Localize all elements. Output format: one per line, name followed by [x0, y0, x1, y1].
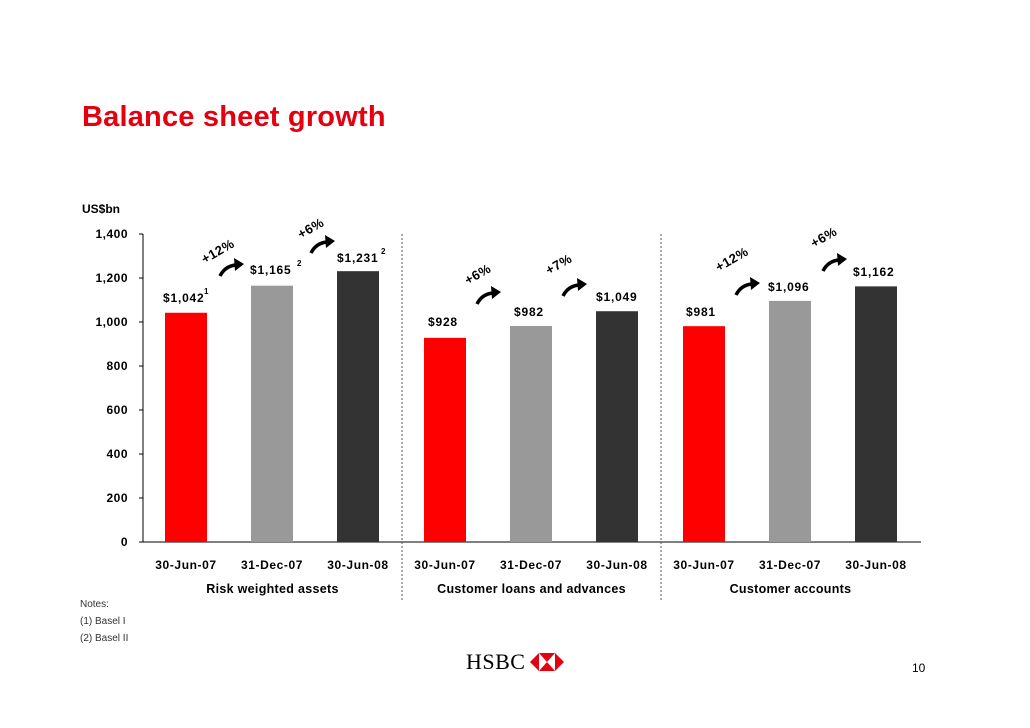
group-label: Customer loans and advances — [437, 582, 626, 596]
group-label: Risk weighted assets — [206, 582, 338, 596]
data-label: $981 — [686, 305, 716, 319]
x-tick-label: 31-Dec-07 — [500, 558, 562, 572]
growth-label: +6% — [462, 261, 494, 288]
x-tick-label: 30-Jun-07 — [155, 558, 216, 572]
bar — [251, 285, 293, 542]
data-label: $1,165 — [250, 263, 292, 277]
note-item: (1) Basel I — [80, 616, 126, 627]
growth-arrow-icon — [734, 277, 760, 296]
balance-sheet-chart: US$bn 0 200 400 600 800 1,000 1,200 1,400 30-Jun-… — [82, 202, 921, 600]
y-tick-label: 200 — [106, 491, 128, 505]
bar — [165, 312, 207, 542]
footnote-marker: 2 — [297, 259, 302, 268]
y-tick-label: 0 — [121, 535, 128, 549]
x-tick-label: 30-Jun-07 — [673, 558, 734, 572]
page-number: 10 — [912, 661, 926, 675]
bar — [683, 326, 725, 542]
hsbc-hexagon-icon — [530, 653, 565, 671]
growth-arrow-icon — [561, 278, 587, 297]
footnote-marker: 1 — [204, 287, 209, 296]
growth-arrow-icon — [218, 258, 244, 277]
y-tick-label: 800 — [106, 359, 128, 373]
bar — [855, 286, 897, 542]
bar — [769, 300, 811, 542]
y-tick-label: 400 — [106, 447, 128, 461]
y-tick-label: 1,400 — [95, 227, 128, 241]
notes-heading: Notes: — [80, 599, 109, 610]
note-item: (2) Basel II — [80, 633, 129, 644]
notes: Notes: (1) Basel I (2) Basel II — [80, 596, 128, 647]
data-label: $1,231 — [337, 251, 379, 265]
growth-label: +12% — [199, 236, 237, 267]
growth-arrow-icon — [475, 286, 501, 305]
growth-label: +6% — [295, 215, 327, 242]
page-title: Balance sheet growth — [82, 101, 386, 133]
x-tick-label: 30-Jun-08 — [327, 558, 388, 572]
growth-label: +6% — [808, 224, 840, 251]
logo-text: HSBC — [466, 649, 526, 674]
group-label: Customer accounts — [730, 582, 852, 596]
data-label: $982 — [514, 305, 544, 319]
x-tick-label: 30-Jun-08 — [586, 558, 647, 572]
hsbc-logo: HSBC — [466, 649, 565, 675]
y-tick-label: 1,200 — [95, 271, 128, 285]
footnote-marker: 2 — [381, 247, 386, 256]
data-label: $1,096 — [768, 280, 810, 294]
growth-arrow-icon — [821, 253, 847, 272]
data-label: $1,162 — [853, 265, 895, 279]
data-label: $1,049 — [596, 290, 638, 304]
growth-label: +7% — [543, 251, 575, 278]
growth-arrow-icon — [309, 235, 335, 254]
bar — [424, 337, 466, 542]
y-axis-label: US$bn — [82, 202, 120, 216]
bar — [510, 325, 552, 542]
x-tick-label: 31-Dec-07 — [241, 558, 303, 572]
bar — [596, 311, 638, 542]
growth-label: +12% — [713, 244, 751, 275]
y-tick-label: 600 — [106, 403, 128, 417]
data-label: $928 — [428, 315, 458, 329]
x-tick-label: 30-Jun-08 — [845, 558, 906, 572]
y-tick-label: 1,000 — [95, 315, 128, 329]
x-tick-label: 30-Jun-07 — [414, 558, 475, 572]
data-label: $1,042 — [163, 291, 205, 305]
bar — [337, 271, 379, 542]
x-tick-label: 31-Dec-07 — [759, 558, 821, 572]
